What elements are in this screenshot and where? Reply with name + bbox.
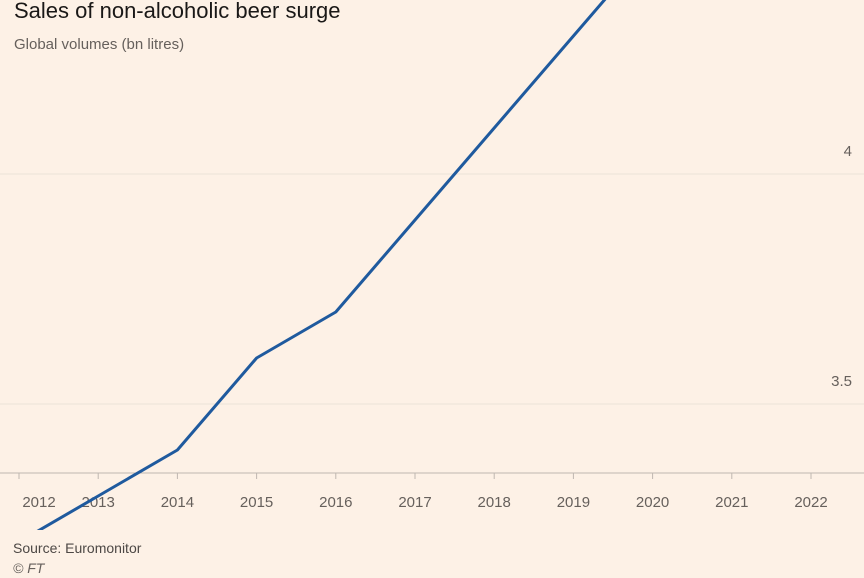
x-tick-label: 2018 <box>478 494 511 511</box>
data-point <box>176 449 179 452</box>
data-point <box>334 311 337 314</box>
source-note: Source: Euromonitor <box>13 540 142 556</box>
data-point <box>493 127 496 130</box>
x-tick-label: 2017 <box>398 494 431 511</box>
x-tick-label: 2020 <box>636 494 669 511</box>
series-line <box>36 0 607 530</box>
x-tick-label: 2012 <box>22 494 55 511</box>
x-tick-label: 2016 <box>319 494 352 511</box>
data-point <box>97 495 100 498</box>
x-tick-label: 2013 <box>82 494 115 511</box>
x-tick-label: 2015 <box>240 494 273 511</box>
data-point <box>572 35 575 38</box>
y-tick-label: 4 <box>844 143 852 160</box>
y-tick-label: 3.5 <box>831 373 852 390</box>
data-point <box>414 219 417 222</box>
line-chart: 3.544.5201220132014201520162017201820192… <box>0 0 864 530</box>
chart-subtitle: Global volumes (bn litres) <box>14 36 185 53</box>
credit-note: © FT <box>13 560 45 576</box>
data-point <box>255 357 258 360</box>
chart-title: Sales of non-alcoholic beer surge <box>14 0 341 23</box>
x-tick-label: 2021 <box>715 494 748 511</box>
x-tick-label: 2022 <box>794 494 827 511</box>
x-tick-label: 2019 <box>557 494 590 511</box>
x-tick-label: 2014 <box>161 494 194 511</box>
